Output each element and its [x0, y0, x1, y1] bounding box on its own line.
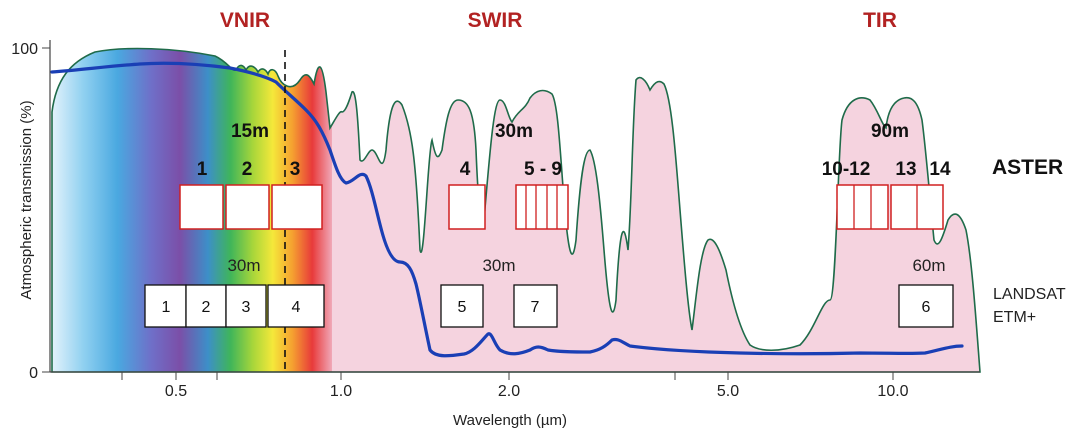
aster-res-tir: 90m — [871, 121, 909, 142]
aster-band-13-label: 13 — [895, 159, 916, 180]
aster-band-3-box — [271, 184, 323, 230]
region-title-vnir: VNIR — [220, 9, 270, 32]
y-tick-label-100: 100 — [11, 41, 38, 58]
landsat-band-2-box — [185, 284, 227, 328]
aster-band-boxes — [179, 184, 944, 230]
x-tick-label-10.0: 10.0 — [877, 383, 908, 400]
landsat-band-2-label: 2 — [202, 299, 211, 316]
y-tick-label-0: 0 — [29, 365, 38, 382]
x-axis-label: Wavelength (µm) — [453, 412, 567, 429]
landsat-band-1-box — [144, 284, 187, 328]
x-tick-label-0.5: 0.5 — [165, 383, 187, 400]
landsat-res-swir: 30m — [482, 256, 515, 275]
landsat-band-boxes — [144, 284, 954, 328]
landsat-band-1-label: 1 — [162, 299, 171, 316]
landsat-sensor-label-line1: LANDSAT — [993, 286, 1066, 303]
aster-band-5-9-label: 5 - 9 — [524, 159, 562, 180]
x-tick-label-2.0: 2.0 — [498, 383, 520, 400]
aster-band-4-label: 4 — [460, 159, 471, 180]
landsat-band-4-box — [267, 284, 325, 328]
aster-band-10-12-label: 10-12 — [822, 159, 871, 180]
landsat-band-7-label: 7 — [531, 299, 540, 316]
aster-band-1-label: 1 — [197, 159, 208, 180]
aster-band-10-12-box — [836, 184, 889, 230]
aster-band-1-box — [179, 184, 224, 230]
x-tick-label-1.0: 1.0 — [330, 383, 352, 400]
landsat-band-5-box — [440, 284, 484, 328]
landsat-band-4-label: 4 — [292, 299, 301, 316]
landsat-band-6-box — [898, 284, 954, 328]
aster-band-dividers — [525, 185, 918, 229]
region-title-tir: TIR — [863, 9, 897, 32]
aster-sensor-label: ASTER — [992, 156, 1063, 179]
landsat-band-3-box — [225, 284, 267, 328]
x-ticks — [121, 372, 894, 380]
aster-band-14-label: 14 — [929, 159, 951, 180]
aster-res-swir: 30m — [495, 121, 533, 142]
aster-band-4-box — [448, 184, 486, 230]
landsat-band-3-label: 3 — [242, 299, 251, 316]
landsat-sensor-label-line2: ETM+ — [993, 309, 1036, 326]
landsat-band-7-box — [513, 284, 558, 328]
aster-band-2-box — [225, 184, 270, 230]
aster-band-3-label: 3 — [290, 159, 301, 180]
region-title-swir: SWIR — [468, 9, 523, 32]
x-tick-label-5.0: 5.0 — [717, 383, 739, 400]
aster-band-5-9-box — [515, 184, 569, 230]
landsat-res-tir: 60m — [912, 256, 945, 275]
landsat-band-6-label: 6 — [922, 299, 931, 316]
landsat-res-vnir: 30m — [227, 256, 260, 275]
aster-band-2-label: 2 — [242, 159, 253, 180]
reflectance-curve — [50, 61, 964, 358]
landsat-band-5-label: 5 — [458, 299, 467, 316]
transmission-outline — [51, 47, 981, 373]
aster-res-vnir: 15m — [231, 121, 269, 142]
y-axis-label: Atmospheric transmission (%) — [18, 100, 35, 299]
